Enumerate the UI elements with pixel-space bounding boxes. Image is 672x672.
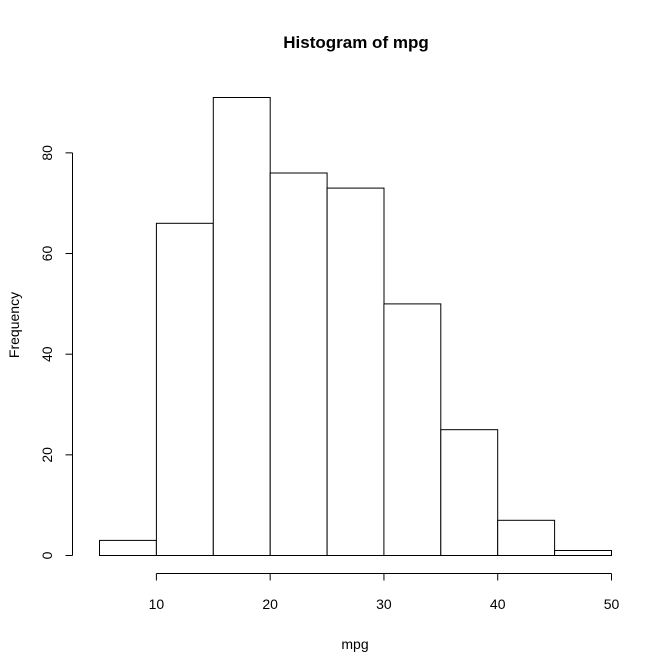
y-axis-label: Frequency xyxy=(6,292,22,358)
y-tick-label-80: 80 xyxy=(39,145,55,161)
histogram-bar-3 xyxy=(212,97,271,556)
y-axis: 0 20 40 60 80 xyxy=(39,145,73,559)
histogram-bar-6 xyxy=(383,303,442,556)
bars-group xyxy=(99,97,612,557)
histogram-bar-5 xyxy=(326,187,385,556)
y-tick-label-20: 20 xyxy=(39,447,55,463)
y-tick-label-60: 60 xyxy=(39,246,55,262)
x-tick-label-10: 10 xyxy=(149,596,165,612)
histogram-bar-7 xyxy=(440,429,499,557)
chart-title: Histogram of mpg xyxy=(283,33,428,52)
histogram-bar-1 xyxy=(99,539,157,557)
x-axis-label: mpg xyxy=(341,636,368,652)
x-tick-label-30: 30 xyxy=(376,596,392,612)
x-tick-label-20: 20 xyxy=(262,596,278,612)
x-tick-label-50: 50 xyxy=(604,596,620,612)
histogram-bar-4 xyxy=(269,172,328,556)
x-axis: 10 20 30 40 50 xyxy=(149,573,620,612)
histogram-bar-2 xyxy=(155,222,214,557)
y-tick-label-0: 0 xyxy=(39,551,55,559)
histogram-bar-9 xyxy=(554,550,612,556)
histogram-bar-8 xyxy=(497,519,556,556)
x-tick-label-40: 40 xyxy=(490,596,506,612)
y-tick-label-40: 40 xyxy=(39,346,55,362)
